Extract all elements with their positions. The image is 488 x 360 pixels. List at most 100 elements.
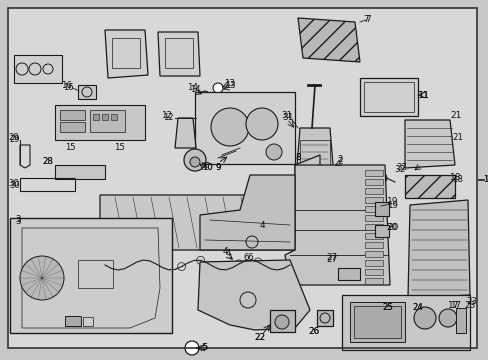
Text: 29: 29 — [9, 134, 20, 143]
Text: 2: 2 — [337, 156, 342, 165]
Polygon shape — [404, 120, 454, 168]
Polygon shape — [285, 165, 389, 285]
Text: 6: 6 — [246, 253, 252, 262]
Bar — [65, 316, 81, 326]
Text: 17: 17 — [449, 301, 461, 310]
Bar — [341, 295, 469, 350]
Bar — [93, 114, 99, 120]
Bar — [20, 178, 75, 191]
Text: 22: 22 — [254, 333, 265, 342]
Text: 8: 8 — [295, 153, 300, 162]
Bar — [78, 260, 113, 288]
Bar — [337, 268, 359, 280]
Polygon shape — [407, 200, 469, 298]
Text: 32: 32 — [396, 163, 407, 172]
Bar — [364, 215, 382, 221]
Text: 14: 14 — [187, 84, 198, 93]
Text: 3: 3 — [15, 217, 21, 226]
Polygon shape — [105, 30, 148, 78]
Text: 1: 1 — [482, 175, 488, 184]
Polygon shape — [158, 32, 200, 76]
Circle shape — [20, 256, 64, 300]
Bar — [364, 170, 382, 176]
Bar — [112, 38, 140, 68]
Text: 19: 19 — [386, 198, 398, 207]
Text: 15: 15 — [114, 144, 125, 153]
Text: 13: 13 — [224, 80, 235, 89]
Bar — [364, 197, 382, 203]
Bar — [10, 218, 172, 333]
Text: 18: 18 — [449, 174, 461, 183]
Bar — [164, 38, 193, 68]
Text: 5: 5 — [201, 343, 206, 352]
Circle shape — [184, 341, 199, 355]
Text: 9: 9 — [215, 162, 221, 171]
Text: 14: 14 — [189, 85, 200, 94]
Text: 32: 32 — [393, 166, 405, 175]
Text: 26: 26 — [307, 328, 319, 337]
Bar — [364, 224, 382, 230]
Text: 26: 26 — [308, 328, 319, 337]
Polygon shape — [200, 175, 294, 250]
Text: 18: 18 — [451, 175, 463, 184]
Text: 7: 7 — [363, 15, 368, 24]
Bar — [364, 251, 382, 257]
Text: 12: 12 — [163, 113, 173, 122]
Bar — [364, 179, 382, 185]
Circle shape — [413, 307, 435, 329]
Polygon shape — [175, 118, 196, 148]
Bar — [60, 110, 85, 120]
Bar — [83, 317, 93, 326]
Bar — [364, 278, 382, 284]
Text: 16: 16 — [62, 84, 73, 93]
Text: 7: 7 — [365, 15, 370, 24]
Text: 11: 11 — [418, 90, 428, 99]
Bar — [316, 310, 332, 326]
Bar — [364, 206, 382, 212]
Text: 10: 10 — [202, 162, 213, 171]
Text: 20: 20 — [386, 224, 397, 233]
Bar — [14, 55, 62, 83]
Text: 31: 31 — [282, 113, 293, 122]
Text: 16: 16 — [61, 81, 72, 90]
Polygon shape — [297, 18, 359, 62]
Bar — [455, 308, 465, 333]
Circle shape — [274, 315, 288, 329]
Text: 10: 10 — [202, 162, 212, 171]
Text: 2: 2 — [337, 158, 342, 166]
Bar — [364, 188, 382, 194]
Text: 5: 5 — [202, 343, 207, 352]
Text: 30: 30 — [10, 180, 20, 189]
Bar — [353, 306, 400, 338]
Bar — [374, 202, 388, 216]
Text: 21: 21 — [451, 134, 463, 143]
Text: 24: 24 — [412, 303, 423, 312]
Bar — [364, 242, 382, 248]
Text: 9: 9 — [215, 162, 220, 171]
Polygon shape — [100, 155, 384, 250]
Bar — [78, 85, 96, 99]
Circle shape — [213, 83, 223, 93]
Polygon shape — [294, 128, 334, 192]
Bar — [364, 233, 382, 239]
Bar — [299, 140, 329, 180]
Text: 17: 17 — [447, 301, 459, 310]
Bar — [195, 92, 294, 164]
Bar — [364, 260, 382, 266]
Text: 23: 23 — [464, 301, 475, 310]
Bar — [55, 105, 145, 140]
Text: 24: 24 — [412, 303, 423, 312]
Bar — [55, 165, 105, 179]
Circle shape — [183, 149, 205, 171]
Circle shape — [190, 157, 200, 167]
Text: 20: 20 — [386, 224, 398, 233]
Polygon shape — [198, 260, 309, 330]
Circle shape — [438, 309, 456, 327]
Text: 29: 29 — [10, 135, 20, 144]
Text: 12: 12 — [161, 112, 172, 121]
Bar — [269, 310, 294, 332]
Circle shape — [245, 108, 278, 140]
Text: 25: 25 — [382, 303, 392, 312]
Text: 23: 23 — [466, 297, 476, 306]
Text: 22: 22 — [254, 333, 265, 342]
